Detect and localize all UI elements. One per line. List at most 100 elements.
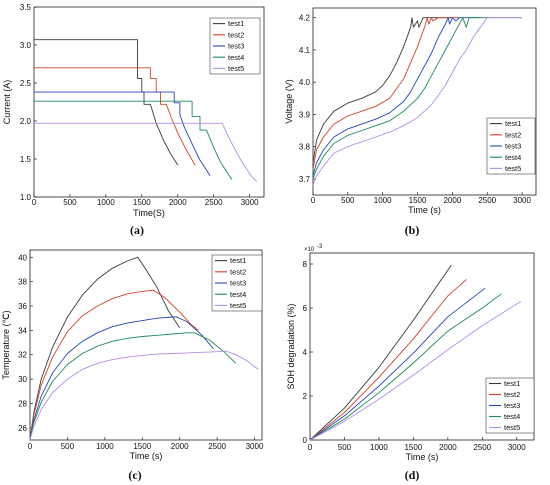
y-tick-label: 3.0 [20,41,32,50]
chart-panel-2: 0 500 1000 1500 2000 2500 3000 3.7 3.8 3.9 4.0 4.1 4… [284,7,537,237]
series-line-test5 [309,301,522,441]
series-line-test4 [312,17,523,180]
series-line-test3 [309,287,486,441]
x-tick-label: 1000 [96,442,114,451]
legend-label-test2: test2 [505,130,521,139]
y-axis-title: SOH degradation (%) [286,303,296,389]
y-tick-label: 34 [18,326,27,335]
legend-label-test4: test4 [228,53,244,62]
legend: test1 test2 test3 test4 test5 [486,117,536,175]
plot-frame [309,252,535,441]
x-tick-label: 1000 [370,443,388,452]
y-axis-title: Voltage (V) [284,79,294,124]
x-tick-label: 1500 [133,442,151,451]
y-tick-label: 4.1 [299,46,311,55]
panel-label: (b) [405,223,420,237]
x-tick-label: 2500 [478,196,496,205]
series-line-test3 [34,91,211,176]
legend-label-test1: test1 [505,119,521,128]
series-line-test2 [34,67,196,166]
x-axis-title: Time (s) [408,205,441,215]
series-line-test2 [309,279,467,441]
x-tick-label: 3000 [241,198,259,207]
y-tick-label: 6 [303,304,308,313]
series-line-test3 [29,316,214,441]
legend-label-test1: test1 [504,379,520,388]
y-tick-label: 2 [303,392,308,401]
y-tick-label: 36 [18,302,27,311]
y-axis-title: Current (A) [2,80,12,125]
y-tick-label: 3.5 [20,3,32,12]
y-tick-label: 4.0 [299,78,311,87]
series-line-test1 [309,264,452,441]
y-tick-label: 3.7 [299,175,311,184]
y-axis-multiplier-exponent: -3 [317,244,323,250]
y-tick-label: 4 [303,348,308,357]
x-tick-label: 2000 [171,442,189,451]
series-line-test1 [29,256,181,441]
y-tick-label: 1.0 [20,193,32,202]
x-tick-label: 500 [63,198,77,207]
y-tick-label: 3.9 [299,110,311,119]
series-line-test2 [312,17,460,170]
x-tick-label: 500 [61,442,75,451]
y-axis-title: Temperature (℃) [1,310,11,379]
y-tick-label: 1.5 [20,155,32,164]
legend-label-test2: test2 [228,30,244,39]
x-tick-label: 1500 [409,196,427,205]
x-tick-label: 2000 [443,196,461,205]
legend-label-test3: test3 [230,279,246,288]
series-line-test5 [34,122,258,183]
chart-panel-1: 0 500 1000 1500 2000 2500 3000 1.0 1.5 2.0 2.5 3.0 3… [2,3,265,237]
x-tick-label: 1500 [133,198,151,207]
x-axis-title: Time (s) [406,452,439,462]
y-tick-label: 28 [18,399,27,408]
x-tick-label: 500 [341,196,355,205]
legend-label-test5: test5 [504,423,520,432]
panel-label: (d) [405,468,420,482]
legend-label-test3: test3 [228,42,244,51]
y-tick-label: 4.2 [299,14,311,23]
x-tick-label: 500 [338,443,352,452]
legend-label-test4: test4 [230,290,246,299]
series-line-test4 [309,293,502,441]
y-tick-label: 2.5 [20,79,32,88]
chart-panel-3: 0 500 1000 1500 2000 2500 3000 26 28 30 32 34 36 38 40… [1,249,264,482]
y-axis-multiplier: ×10 [304,247,315,253]
y-tick-label: 26 [18,424,27,433]
x-tick-label: 2000 [439,443,457,452]
series-line-test5 [312,17,523,186]
series-line-test3 [312,17,481,176]
legend-label-test1: test1 [230,256,246,265]
plot-frame [312,7,537,196]
legend: test1 test2 test3 test4 test5 [485,377,535,434]
legend-label-test4: test4 [505,153,521,162]
x-axis-title: Time(S) [133,208,165,218]
x-tick-label: 3000 [513,196,531,205]
x-tick-label: 1000 [97,198,115,207]
series-line-test2 [29,289,199,441]
plot-frame [29,249,263,441]
y-tick-label: 8 [303,260,308,269]
x-tick-label: 3000 [246,442,264,451]
series-line-test1 [34,39,179,166]
y-tick-label: 38 [18,278,27,287]
legend-label-test3: test3 [505,142,521,151]
legend-label-test5: test5 [505,164,521,173]
x-tick-label: 1000 [374,196,392,205]
legend-label-test3: test3 [504,401,520,410]
legend: test1 test2 test3 test4 test5 [211,254,263,312]
series-line-test1 [312,17,453,163]
x-tick-label: 0 [28,442,33,451]
x-tick-label: 1500 [404,443,422,452]
legend-label-test2: test2 [230,267,246,276]
x-axis-title: Time (s) [130,451,163,461]
y-tick-label: 30 [18,375,27,384]
panel-label: (c) [128,468,141,482]
y-tick-label: 32 [18,351,27,360]
series-line-test4 [34,100,233,180]
x-tick-label: 0 [308,443,313,452]
x-tick-label: 0 [311,196,316,205]
legend-label-test2: test2 [504,390,520,399]
x-tick-label: 0 [32,198,37,207]
